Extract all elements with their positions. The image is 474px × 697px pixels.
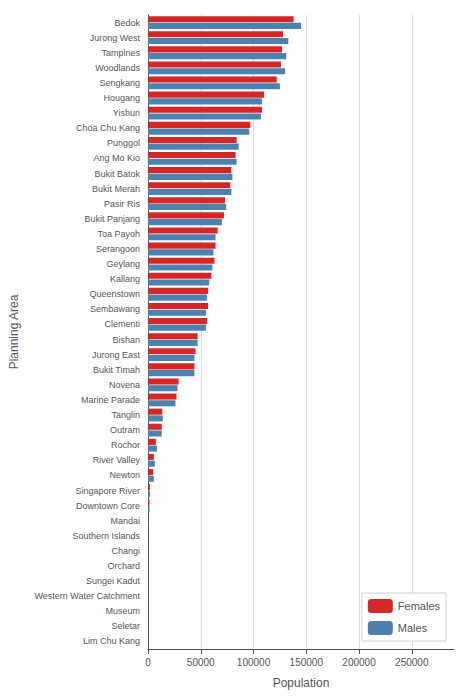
- svg-text:Choa Chu Kang: Choa Chu Kang: [76, 123, 140, 133]
- svg-text:Punggol: Punggol: [107, 138, 140, 148]
- svg-text:Sengkang: Sengkang: [99, 78, 140, 88]
- svg-text:Sembawang: Sembawang: [90, 304, 140, 314]
- svg-text:Pasir Ris: Pasir Ris: [104, 199, 141, 209]
- svg-text:250000: 250000: [395, 657, 429, 668]
- svg-text:Singapore River: Singapore River: [75, 486, 140, 496]
- svg-text:River Valley: River Valley: [93, 455, 141, 465]
- svg-text:Bukit Panjang: Bukit Panjang: [84, 214, 140, 224]
- svg-text:Changi: Changi: [111, 546, 140, 556]
- svg-text:Kallang: Kallang: [110, 274, 140, 284]
- svg-text:Rochor: Rochor: [111, 440, 140, 450]
- svg-text:Bukit Timah: Bukit Timah: [93, 365, 140, 375]
- svg-text:50000: 50000: [187, 657, 215, 668]
- svg-text:Downtown Core: Downtown Core: [76, 501, 140, 511]
- svg-text:Seletar: Seletar: [111, 621, 140, 631]
- svg-text:Queenstown: Queenstown: [89, 289, 140, 299]
- svg-text:Geylang: Geylang: [106, 259, 140, 269]
- svg-text:Tampines: Tampines: [101, 48, 140, 58]
- svg-text:Jurong East: Jurong East: [92, 350, 141, 360]
- svg-text:Outram: Outram: [110, 425, 140, 435]
- svg-text:Population: Population: [273, 676, 330, 690]
- svg-text:Bukit Merah: Bukit Merah: [92, 184, 140, 194]
- svg-text:Serangoon: Serangoon: [96, 244, 140, 254]
- svg-text:Yishun: Yishun: [113, 108, 140, 118]
- svg-text:Orchard: Orchard: [107, 561, 140, 571]
- svg-text:Newton: Newton: [109, 470, 140, 480]
- svg-text:Bukit Batok: Bukit Batok: [94, 169, 140, 179]
- svg-text:Hougang: Hougang: [103, 93, 140, 103]
- svg-text:Males: Males: [398, 622, 428, 634]
- svg-text:0: 0: [145, 657, 151, 668]
- svg-text:Museum: Museum: [105, 606, 140, 616]
- svg-text:Novena: Novena: [109, 380, 140, 390]
- svg-text:Toa Payoh: Toa Payoh: [97, 229, 140, 239]
- svg-text:100000: 100000: [237, 657, 271, 668]
- svg-text:Western Water Catchment: Western Water Catchment: [34, 591, 140, 601]
- svg-text:Planning Area: Planning Area: [7, 294, 21, 369]
- svg-text:Clementi: Clementi: [104, 319, 140, 329]
- svg-text:Woodlands: Woodlands: [95, 63, 140, 73]
- svg-text:Sungei Kadut: Sungei Kadut: [86, 576, 141, 586]
- svg-text:150000: 150000: [290, 657, 324, 668]
- svg-text:Jurong West: Jurong West: [90, 33, 141, 43]
- svg-text:Ang Mo Kio: Ang Mo Kio: [93, 153, 140, 163]
- svg-text:Bishan: Bishan: [112, 335, 140, 345]
- svg-text:Females: Females: [398, 600, 441, 612]
- svg-text:Bedok: Bedok: [114, 18, 140, 28]
- svg-text:Tanglin: Tanglin: [111, 410, 140, 420]
- svg-text:200000: 200000: [342, 657, 376, 668]
- svg-text:Lim Chu Kang: Lim Chu Kang: [83, 636, 140, 646]
- svg-text:Mandai: Mandai: [110, 516, 140, 526]
- svg-text:Southern Islands: Southern Islands: [72, 531, 140, 541]
- svg-text:Marine Parade: Marine Parade: [81, 395, 140, 405]
